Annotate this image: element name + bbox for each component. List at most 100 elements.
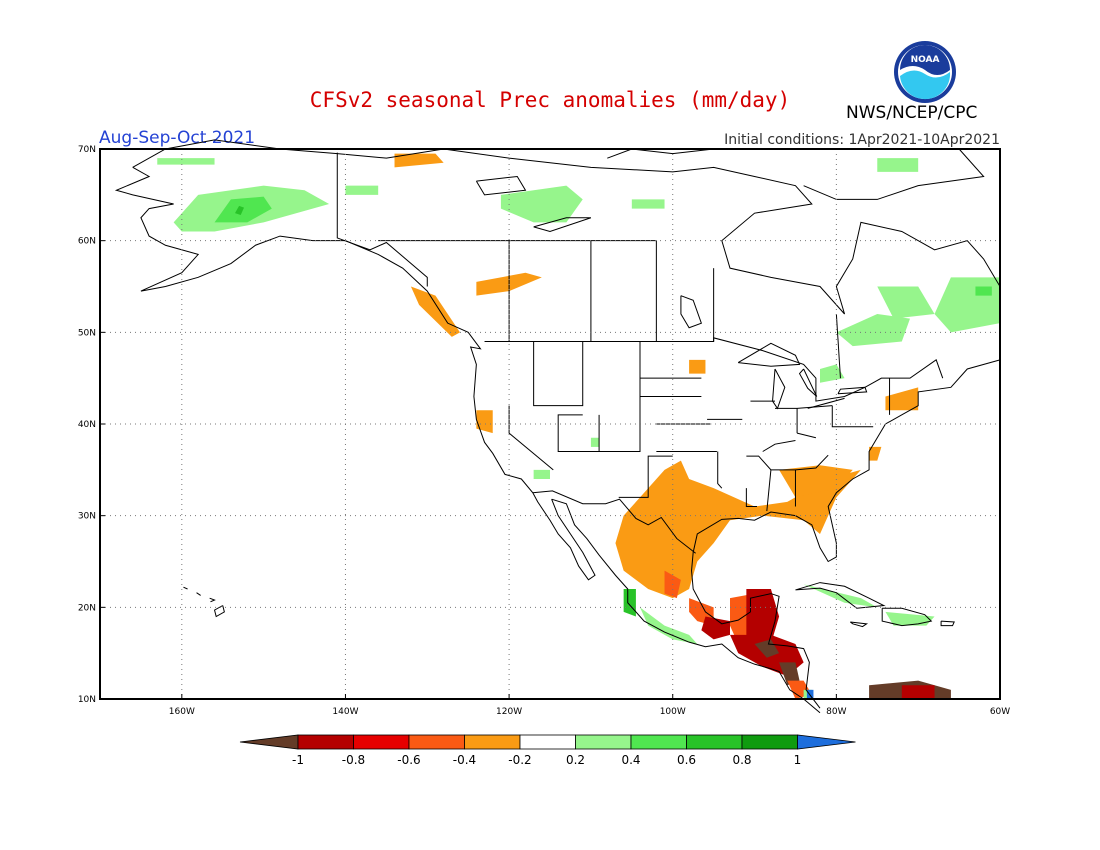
coastline-segment-22 <box>775 405 833 409</box>
anomaly-quebec-core <box>975 286 992 296</box>
colorbar-swatch <box>630 734 687 750</box>
coastline-segment-15 <box>618 455 673 498</box>
anomaly-ontario <box>836 314 910 347</box>
anomaly-oaxaca <box>701 616 730 640</box>
colorbar-label: -0.8 <box>342 753 365 767</box>
anomaly-colombia <box>901 685 935 699</box>
anomaly-alaska-north <box>157 158 215 165</box>
org-label: NWS/NCEP/CPC <box>846 103 978 123</box>
colorbar-swatch <box>519 734 576 750</box>
lat-label: 60N <box>78 237 96 247</box>
initial-conditions: Initial conditions: 1Apr2021-10Apr2021 <box>724 132 1000 148</box>
colorbar-label: 0.4 <box>621 753 640 767</box>
coastline-segment-20 <box>745 488 757 507</box>
coastline-segment-42 <box>795 582 886 609</box>
colorbar: -1 -0.8 -0.6 -0.4 -0.2 0.2 0.4 0.6 0.8 1 <box>239 734 856 767</box>
coastline-segment-27 <box>796 432 817 439</box>
lat-label: 50N <box>78 328 96 338</box>
anomaly-bc-coast <box>410 286 460 337</box>
colorbar-label: -0.4 <box>453 753 476 767</box>
coastline-segment-47 <box>209 597 216 603</box>
anomaly-southeast <box>779 465 853 498</box>
anomaly-colorado <box>590 437 600 447</box>
colorbar-arrow-left <box>239 734 299 750</box>
forecast-period: Aug-Sep-Oct 2021 <box>99 128 256 148</box>
colorbar-swatch <box>353 734 410 750</box>
coastline-segment-46 <box>213 605 225 618</box>
coastline-segment-51 <box>475 175 527 196</box>
axis-ticks: 70N 60N 50N 40N 30N 20N 10N 160W 140W 120W 100W 80W… <box>78 145 1010 717</box>
coastline-segment-35 <box>737 342 801 367</box>
anomaly-alaska-center <box>235 205 244 215</box>
colorbar-label: 0.2 <box>566 753 585 767</box>
anomaly-sinaloa <box>623 589 636 617</box>
coastline-segment-25 <box>831 405 874 428</box>
coastline-segment-6 <box>336 152 428 287</box>
colorbar-label: -1 <box>292 753 304 767</box>
lon-label: 160W <box>169 707 195 717</box>
colorbar-label: -0.6 <box>397 753 420 767</box>
coastline-segment-28 <box>762 440 796 452</box>
coastline-layer <box>114 139 1001 714</box>
anomaly-nicaragua <box>779 662 800 686</box>
lon-label: 60W <box>990 707 1010 717</box>
coastline-segment-44 <box>849 621 869 628</box>
anomaly-great-lakes <box>820 364 845 383</box>
coastline-segment-4 <box>484 337 944 402</box>
lat-label: 10N <box>78 695 96 705</box>
lon-label: 120W <box>496 707 522 717</box>
coastline-segment-49 <box>183 586 188 590</box>
lat-label: 20N <box>78 603 96 613</box>
colorbar-swatch <box>575 734 632 750</box>
anomaly-alaska-core <box>214 196 272 223</box>
colorbar-label: 1 <box>794 753 802 767</box>
coastline-segment-37 <box>798 368 818 397</box>
anomaly-hudson-west <box>877 286 935 319</box>
coastline-segment-38 <box>807 397 845 409</box>
coastline-segment-43 <box>881 607 933 627</box>
lat-label: 40N <box>78 420 96 430</box>
coastline-segment-34 <box>835 313 841 379</box>
anomaly-nunavut <box>631 199 665 209</box>
anomaly-arctic-coast <box>394 153 444 168</box>
coastline-segment-17 <box>746 454 829 471</box>
colorbar-label: -0.2 <box>508 753 531 767</box>
coastline-segment-10 <box>557 414 600 452</box>
anomaly-virginia <box>869 446 882 461</box>
colorbar-swatch <box>686 734 743 750</box>
lat-label: 30N <box>78 512 96 522</box>
anomaly-pnw <box>476 410 493 434</box>
map-title: CFSv2 seasonal Prec anomalies (mm/day) <box>309 88 791 112</box>
colorbar-swatch <box>297 734 354 750</box>
lon-label: 100W <box>660 707 686 717</box>
anomaly-jalisco <box>640 607 698 644</box>
colorbar-label: 0.6 <box>677 753 696 767</box>
coastline-segment-5 <box>532 490 696 554</box>
colorbar-swatch <box>408 734 465 750</box>
coastline-segment-16 <box>717 451 723 489</box>
coastline-segment-40 <box>803 148 985 200</box>
anomaly-quebec <box>934 277 1000 333</box>
anomaly-yukon <box>345 185 379 195</box>
coastline-segment-39 <box>837 386 868 395</box>
lon-label: 80W <box>826 707 846 717</box>
anomaly-nwt <box>500 185 583 223</box>
colorbar-swatch <box>741 734 798 750</box>
anomaly-layer <box>157 153 1000 699</box>
anomaly-dakota <box>689 359 706 374</box>
coastline-segment-0 <box>132 139 1001 315</box>
colorbar-swatch <box>464 734 521 750</box>
coastline-segment-36 <box>772 368 786 410</box>
anomaly-se-calif <box>533 469 550 479</box>
coastline-segment-2 <box>551 498 821 714</box>
coastline-segment-45 <box>940 620 955 627</box>
coastline-segment-7 <box>533 341 584 407</box>
coastline-segment-48 <box>196 592 201 596</box>
coastline-segment-3 <box>114 166 596 581</box>
colorbar-arrow-right <box>797 734 856 750</box>
lon-label: 140W <box>332 707 358 717</box>
anomaly-new-england <box>885 387 919 411</box>
logo-text: NOAA <box>911 55 940 65</box>
coastline-segment-41 <box>607 148 755 159</box>
